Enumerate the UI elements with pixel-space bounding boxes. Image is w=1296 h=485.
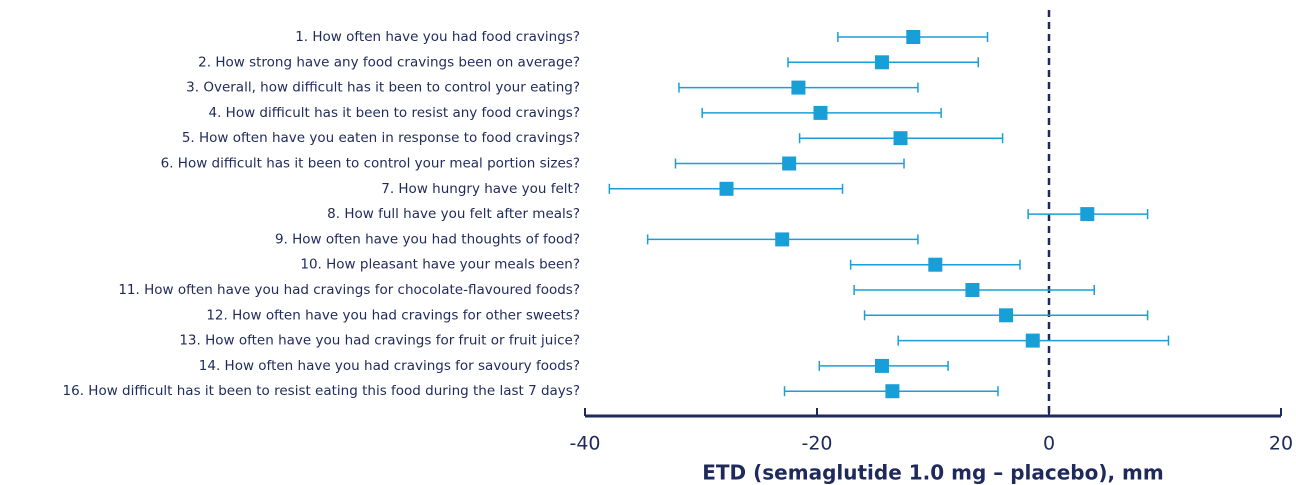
row-label: 10. How pleasant have your meals been? xyxy=(300,257,580,273)
point-estimate xyxy=(965,283,980,297)
point-estimate xyxy=(782,156,797,171)
point-estimate xyxy=(999,308,1014,323)
point-estimate xyxy=(775,232,790,247)
x-tick-label: 20 xyxy=(1269,433,1293,455)
row-label: 9. How often have you had thoughts of fo… xyxy=(275,231,580,247)
row-label: 3. Overall, how difficult has it been to… xyxy=(186,80,580,96)
point-estimate xyxy=(928,257,943,272)
row-label: 2. How strong have any food cravings bee… xyxy=(198,54,580,70)
point-estimate xyxy=(1080,207,1095,222)
point-estimate xyxy=(874,358,889,373)
x-axis-title: ETD (semaglutide 1.0 mg – placebo), mm xyxy=(702,461,1163,485)
row-label: 8. How full have you felt after meals? xyxy=(327,206,580,222)
row-label: 11. How often have you had cravings for … xyxy=(118,282,580,298)
point-estimate xyxy=(893,131,908,146)
x-tick-label: -20 xyxy=(801,433,832,455)
point-estimate xyxy=(813,105,828,120)
row-label: 1. How often have you had food cravings? xyxy=(295,29,580,45)
x-tick-label: -40 xyxy=(569,433,600,455)
row-label: 16. How difficult has it been to resist … xyxy=(63,383,580,399)
row-label: 6. How difficult has it been to control … xyxy=(161,156,580,172)
point-estimate xyxy=(906,30,921,44)
point-estimate xyxy=(874,55,889,70)
point-estimate xyxy=(791,80,806,95)
row-label: 5. How often have you eaten in response … xyxy=(182,130,580,146)
row-label: 13. How often have you had cravings for … xyxy=(179,333,580,349)
point-estimate xyxy=(719,181,734,196)
row-label: 14. How often have you had cravings for … xyxy=(199,358,580,374)
row-label: 4. How difficult has it been to resist a… xyxy=(209,105,580,121)
x-tick-label: 0 xyxy=(1043,433,1055,455)
row-label: 12. How often have you had cravings for … xyxy=(206,307,580,323)
row-label: 7. How hungry have you felt? xyxy=(381,181,580,197)
point-estimate xyxy=(885,384,900,399)
point-estimate xyxy=(1025,333,1040,348)
